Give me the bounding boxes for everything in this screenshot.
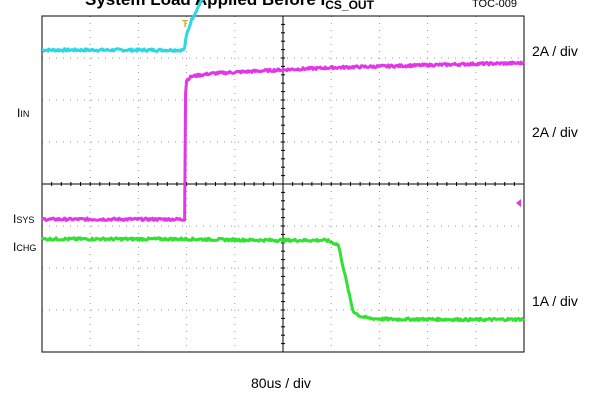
plot-title-subscript: CS_OUT <box>325 0 374 12</box>
trace-isys <box>40 60 526 222</box>
ground-marker-icon <box>516 199 521 207</box>
label-isys: ISYS <box>13 212 34 226</box>
scale-isys: 2A / div <box>532 124 578 140</box>
label-iin: IIN <box>17 106 29 120</box>
figure-id: TOC-009 <box>472 0 517 10</box>
plot-frame <box>41 15 525 353</box>
trigger-marker: T <box>182 19 188 30</box>
label-ichg: ICHG <box>13 240 36 254</box>
scale-iin: 2A / div <box>532 43 578 59</box>
scale-ichg: 1A / div <box>532 293 578 309</box>
grid <box>42 16 524 352</box>
traces <box>40 0 526 323</box>
trace-ichg <box>40 236 525 323</box>
trace-iin <box>41 0 205 53</box>
plot-title: System Load Applied Before ICS_OUT <box>85 0 375 12</box>
time-scale-label: 80us / div <box>251 375 311 391</box>
